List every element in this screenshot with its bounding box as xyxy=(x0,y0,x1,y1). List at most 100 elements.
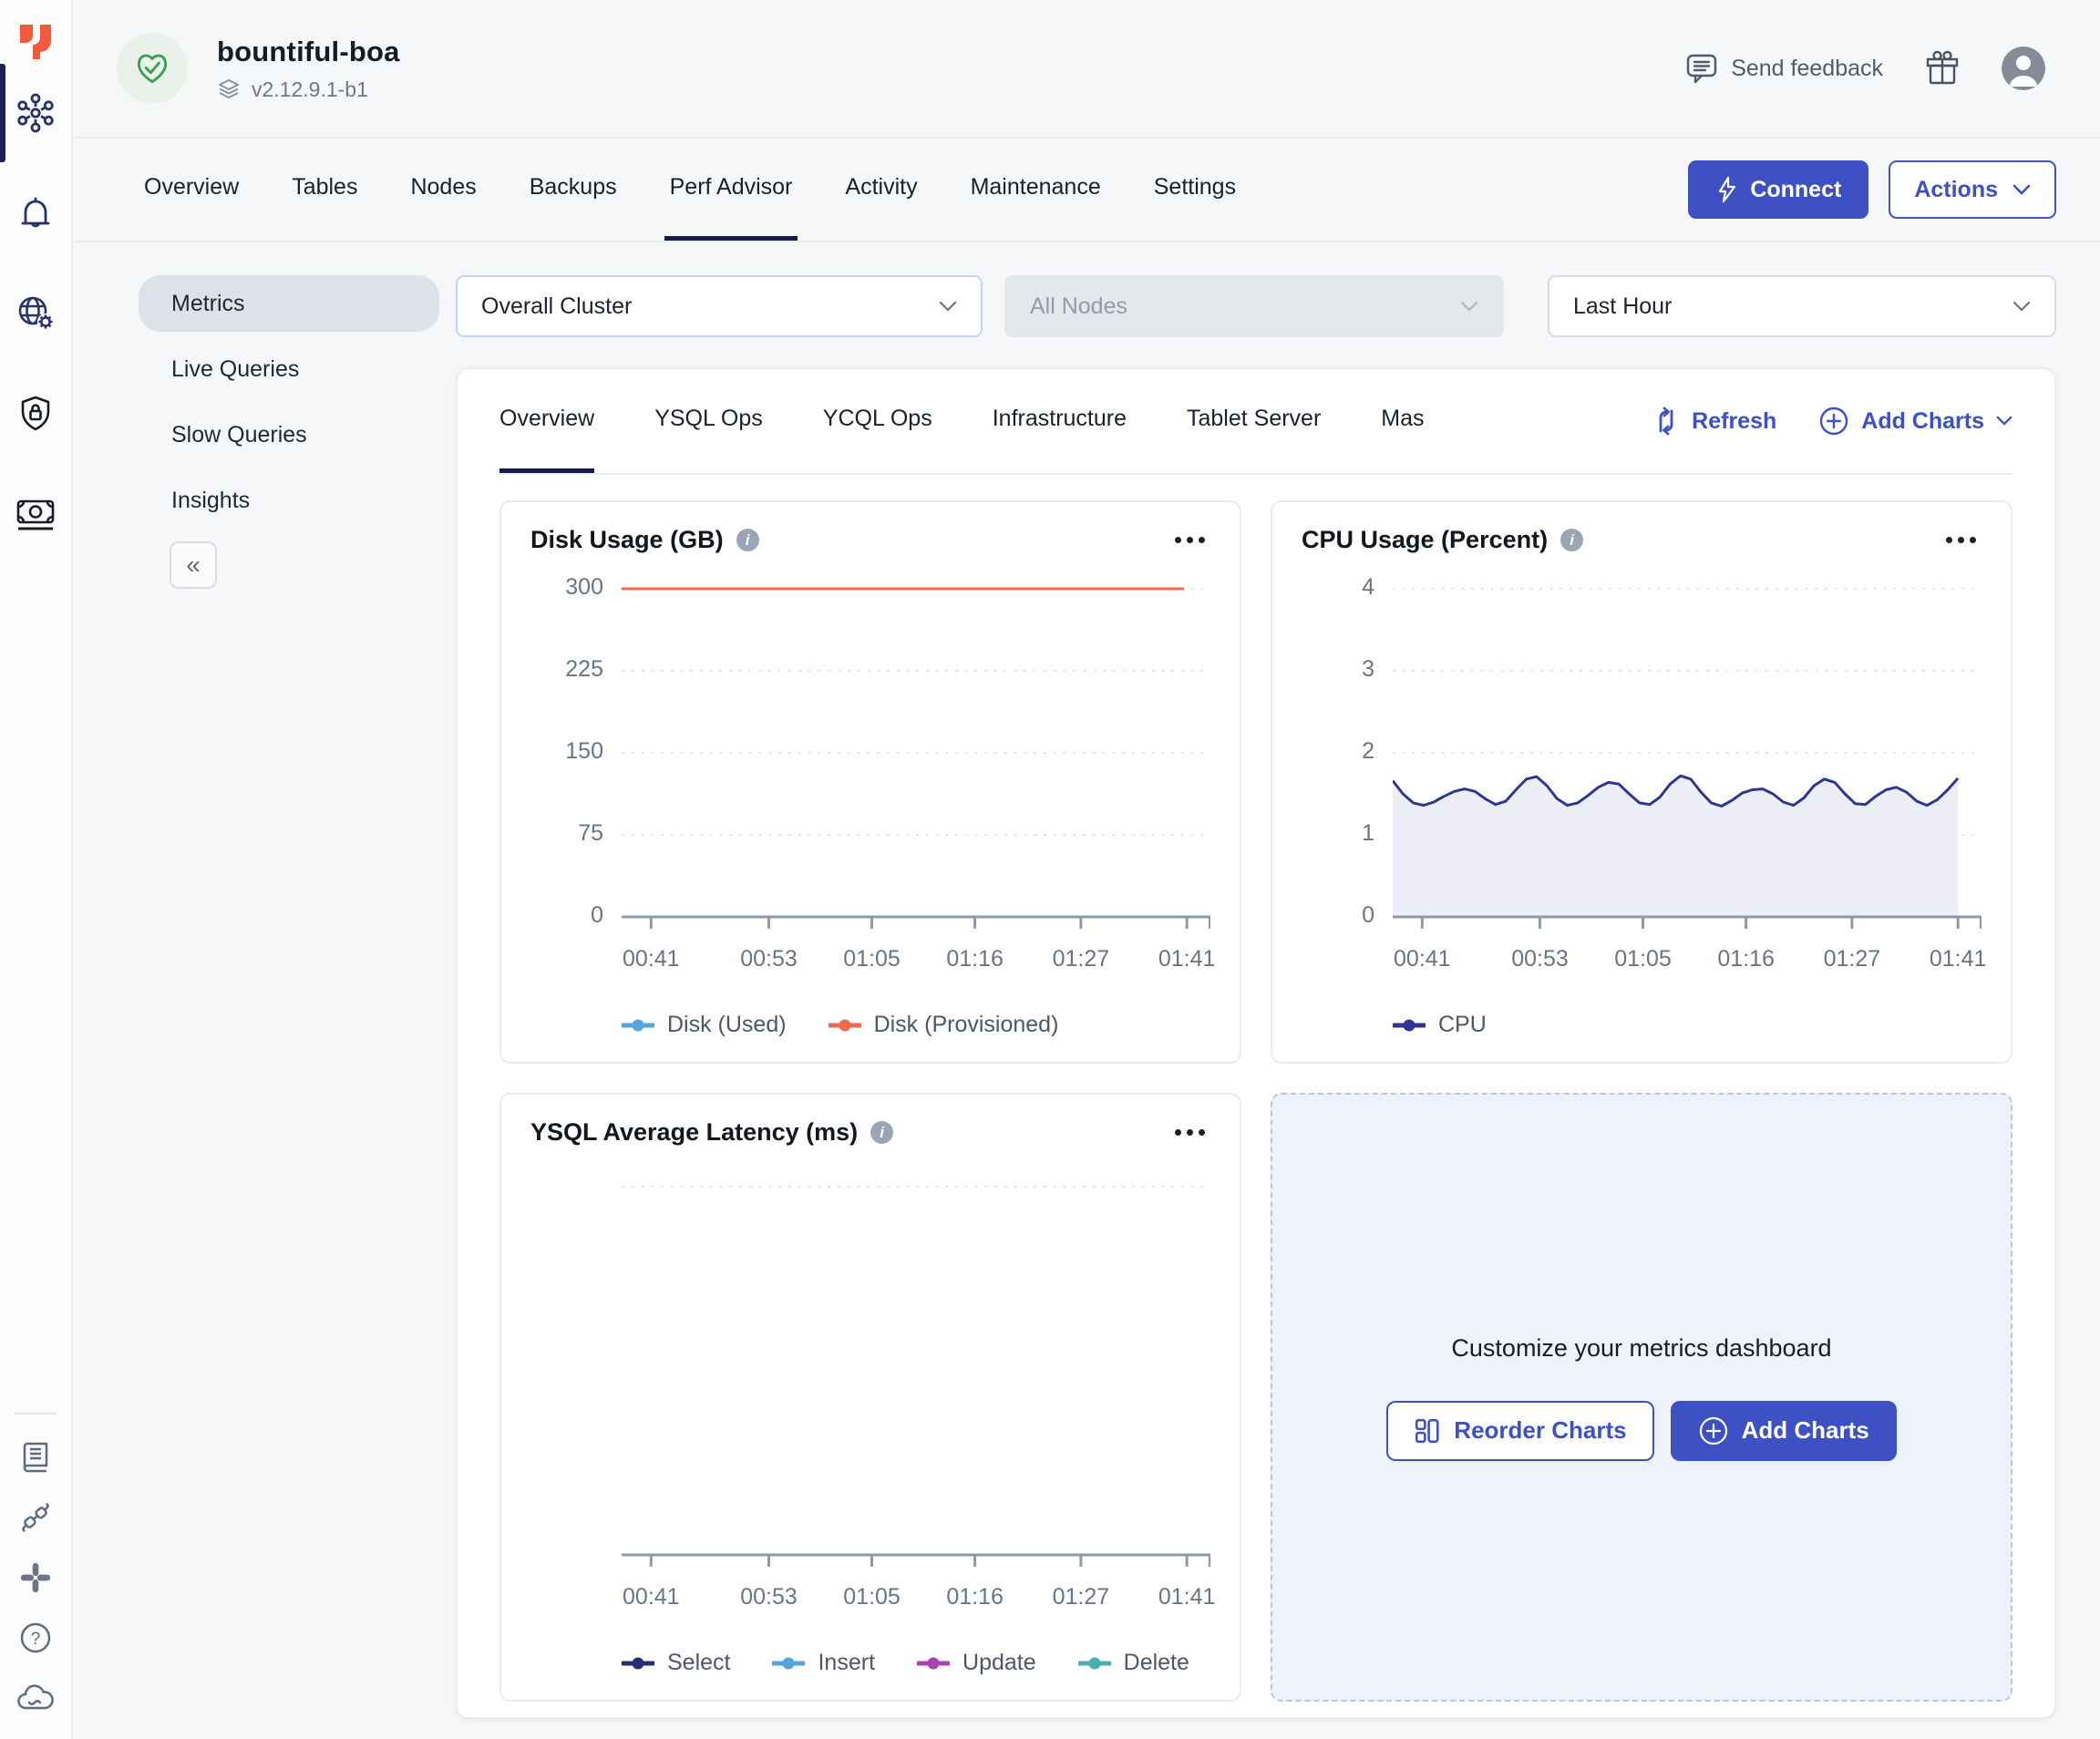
y-axis-label: 4 xyxy=(1303,574,1374,601)
reorder-grid-icon xyxy=(1414,1417,1441,1445)
gift-icon[interactable] xyxy=(1925,50,1960,87)
chart-legend: Disk (Used) Disk (Provisioned) xyxy=(622,1012,1210,1038)
svg-text:?: ? xyxy=(31,1630,41,1649)
x-axis-label: 01:27 xyxy=(1053,1584,1110,1610)
metrics-tab-ycql-ops[interactable]: YCQL Ops xyxy=(823,369,932,473)
sidebar-item-alerts[interactable] xyxy=(0,184,72,242)
sidebar-item-help[interactable]: ? xyxy=(0,1619,72,1657)
nodes-select-value: All Nodes xyxy=(1030,293,1127,320)
cpu-usage-chart xyxy=(1393,571,1982,935)
refresh-icon xyxy=(1652,406,1680,436)
tab-settings[interactable]: Settings xyxy=(1148,139,1241,241)
chevron-down-icon xyxy=(2012,301,2031,313)
plot-area: 00:4100:5301:0501:1601:2701:41 xyxy=(622,571,1210,988)
sidebar-item-integrations[interactable] xyxy=(0,1498,72,1537)
send-feedback-label: Send feedback xyxy=(1731,56,1883,82)
send-feedback-button[interactable]: Send feedback xyxy=(1685,52,1883,85)
tab-activity[interactable]: Activity xyxy=(839,139,922,241)
legend-marker-icon xyxy=(622,1019,654,1032)
refresh-button[interactable]: Refresh xyxy=(1652,406,1776,436)
tab-overview[interactable]: Overview xyxy=(139,139,244,241)
tab-nodes[interactable]: Nodes xyxy=(405,139,481,241)
tab-backups[interactable]: Backups xyxy=(524,139,623,241)
legend-item-disk-provisioned[interactable]: Disk (Provisioned) xyxy=(829,1012,1059,1038)
sidebar-item-slack[interactable] xyxy=(0,1559,72,1597)
chart-title: CPU Usage (Percent) xyxy=(1302,526,1548,554)
cluster-tabs: Overview Tables Nodes Backups Perf Advisor Ac… xyxy=(139,139,1283,241)
add-charts-label: Add Charts xyxy=(1861,408,1984,435)
info-icon[interactable]: i xyxy=(870,1121,893,1144)
x-axis-label: 01:16 xyxy=(946,946,1004,972)
y-axis-label: 75 xyxy=(532,820,603,847)
info-icon[interactable]: i xyxy=(736,529,759,551)
actions-button[interactable]: Actions xyxy=(1889,160,2056,219)
legend-item-delete[interactable]: Delete xyxy=(1078,1650,1189,1676)
sidebar-item-clusters[interactable] xyxy=(0,84,72,142)
metrics-tab-infrastructure[interactable]: Infrastructure xyxy=(993,369,1127,473)
sidebar-item-network[interactable] xyxy=(0,284,72,343)
metrics-panel: Overview YSQL Ops YCQL Ops Infrastructure Ta… xyxy=(456,367,2056,1719)
legend-marker-icon xyxy=(1078,1657,1111,1670)
yugabyte-logo[interactable] xyxy=(0,0,72,84)
sidebar-item-docs[interactable] xyxy=(0,1438,72,1477)
sidebar-item-billing[interactable] xyxy=(0,485,72,543)
perf-advisor-menu: Metrics Live Queries Slow Queries Insights xyxy=(139,275,439,529)
sidebar-item-live-queries[interactable]: Live Queries xyxy=(139,341,439,397)
tab-perf-advisor[interactable]: Perf Advisor xyxy=(664,139,798,241)
nodes-select[interactable]: All Nodes xyxy=(1004,275,1504,337)
x-axis-label: 00:53 xyxy=(740,1584,798,1610)
sidebar-item-security[interactable] xyxy=(0,385,72,443)
customize-title: Customize your metrics dashboard xyxy=(1451,1334,1831,1363)
sidebar-item-metrics[interactable]: Metrics xyxy=(139,275,439,332)
reorder-charts-button[interactable]: Reorder Charts xyxy=(1386,1401,1653,1461)
add-charts-dropdown-button[interactable]: Add Charts xyxy=(1818,406,2012,437)
legend-item-insert[interactable]: Insert xyxy=(772,1650,875,1676)
tab-maintenance[interactable]: Maintenance xyxy=(965,139,1107,241)
chart-legend: CPU xyxy=(1393,1012,1982,1038)
collapse-sidebar-button[interactable]: « xyxy=(170,541,217,589)
y-axis-label: 225 xyxy=(532,656,603,683)
cluster-health-badge xyxy=(117,33,188,104)
sidebar-item-slow-queries[interactable]: Slow Queries xyxy=(139,406,439,463)
metrics-tab-overview[interactable]: Overview xyxy=(499,369,594,473)
refresh-label: Refresh xyxy=(1692,408,1776,435)
y-axis-label: 0 xyxy=(532,902,603,929)
metrics-tab-ysql-ops[interactable]: YSQL Ops xyxy=(654,369,763,473)
x-axis-label: 00:41 xyxy=(623,1584,680,1610)
y-axis-label: 150 xyxy=(532,738,603,765)
slack-icon xyxy=(18,1560,53,1595)
connect-button[interactable]: Connect xyxy=(1688,160,1868,219)
integrations-plug-icon xyxy=(17,1499,54,1536)
legend-item-cpu[interactable]: CPU xyxy=(1393,1012,1487,1038)
legend-item-select[interactable]: Select xyxy=(622,1650,730,1676)
legend-item-update[interactable]: Update xyxy=(917,1650,1036,1676)
cloud-status-icon xyxy=(15,1680,56,1716)
legend-label: Disk (Used) xyxy=(667,1012,787,1038)
sidebar-item-cloud-status[interactable] xyxy=(0,1679,72,1717)
disk-usage-chart xyxy=(622,571,1210,935)
metrics-tab-mas[interactable]: Mas xyxy=(1381,369,1424,473)
y-axis: 300225150750 xyxy=(530,571,622,935)
x-axis: 00:4100:5301:0501:1601:2701:41 xyxy=(622,1584,1210,1626)
time-range-value: Last Hour xyxy=(1573,293,1672,320)
legend-label: Delete xyxy=(1124,1650,1189,1676)
info-icon[interactable]: i xyxy=(1560,529,1583,551)
x-axis-label: 00:41 xyxy=(1394,946,1451,972)
add-charts-button[interactable]: Add Charts xyxy=(1671,1401,1897,1461)
more-menu-icon[interactable] xyxy=(1169,1124,1210,1141)
metrics-tab-tablet-server[interactable]: Tablet Server xyxy=(1187,369,1321,473)
more-menu-icon[interactable] xyxy=(1940,531,1982,549)
y-axis-label: 2 xyxy=(1303,738,1374,765)
chart-legend: Select Insert Update Delete xyxy=(622,1650,1210,1676)
x-axis-label: 01:16 xyxy=(1717,946,1775,972)
chevron-down-icon xyxy=(1996,416,2012,427)
scope-select[interactable]: Overall Cluster xyxy=(456,275,983,337)
sidebar-item-insights[interactable]: Insights xyxy=(139,472,439,529)
x-axis-label: 01:41 xyxy=(1158,946,1216,972)
avatar[interactable] xyxy=(2002,46,2045,90)
legend-item-disk-used[interactable]: Disk (Used) xyxy=(622,1012,787,1038)
time-range-select[interactable]: Last Hour xyxy=(1548,275,2056,337)
more-menu-icon[interactable] xyxy=(1169,531,1210,549)
feedback-chat-icon xyxy=(1685,52,1718,85)
tab-tables[interactable]: Tables xyxy=(286,139,363,241)
